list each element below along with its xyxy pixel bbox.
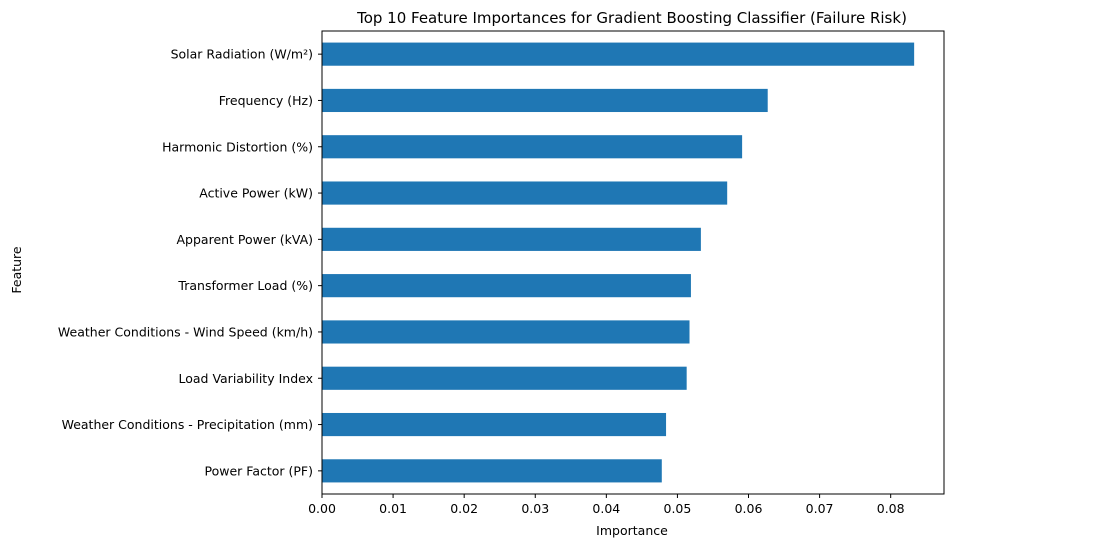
plot-frame xyxy=(321,30,945,495)
x-axis-ticks: 0.00 0.01 0.02 0.03 0.04 0.05 0.06 0.07 0.08 xyxy=(308,494,905,516)
x-tick-label: 0.08 xyxy=(877,501,905,516)
y-tick-label: Power Factor (PF) xyxy=(205,463,313,478)
bars-group xyxy=(322,42,915,483)
y-tick-label: Load Variability Index xyxy=(178,371,313,386)
x-tick-label: 0.01 xyxy=(379,501,407,516)
y-tick-label: Apparent Power (kVA) xyxy=(177,232,314,247)
bar xyxy=(322,459,662,483)
bar xyxy=(322,88,768,113)
y-tick-label: Solar Radiation (W/m²) xyxy=(171,47,313,62)
bar xyxy=(322,412,667,437)
y-tick-label: Weather Conditions - Wind Speed (km/h) xyxy=(58,324,313,339)
y-tick-label: Transformer Load (%) xyxy=(177,278,313,293)
x-tick-label: 0.04 xyxy=(592,501,620,516)
bar xyxy=(322,366,687,390)
x-tick-label: 0.05 xyxy=(664,501,692,516)
y-axis-ticks: Solar Radiation (W/m²) Frequency (Hz) Harm… xyxy=(58,47,322,478)
bar xyxy=(322,227,701,251)
bar xyxy=(322,181,728,205)
x-tick-label: 0.02 xyxy=(450,501,478,516)
x-tick-label: 0.03 xyxy=(521,501,549,516)
y-axis-label: Feature xyxy=(9,246,24,294)
bar xyxy=(322,274,691,298)
x-axis-label: Importance xyxy=(596,523,668,538)
y-tick-label: Active Power (kW) xyxy=(199,186,313,201)
x-tick-label: 0.00 xyxy=(308,501,336,516)
x-tick-label: 0.06 xyxy=(735,501,763,516)
bar xyxy=(322,135,743,159)
x-tick-label: 0.07 xyxy=(806,501,834,516)
chart-title: Top 10 Feature Importances for Gradient … xyxy=(356,9,907,27)
y-tick-label: Harmonic Distortion (%) xyxy=(162,139,313,154)
bar xyxy=(322,320,690,344)
bar xyxy=(322,42,915,66)
y-tick-label: Frequency (Hz) xyxy=(219,93,313,108)
y-tick-label: Weather Conditions - Precipitation (mm) xyxy=(62,417,313,432)
